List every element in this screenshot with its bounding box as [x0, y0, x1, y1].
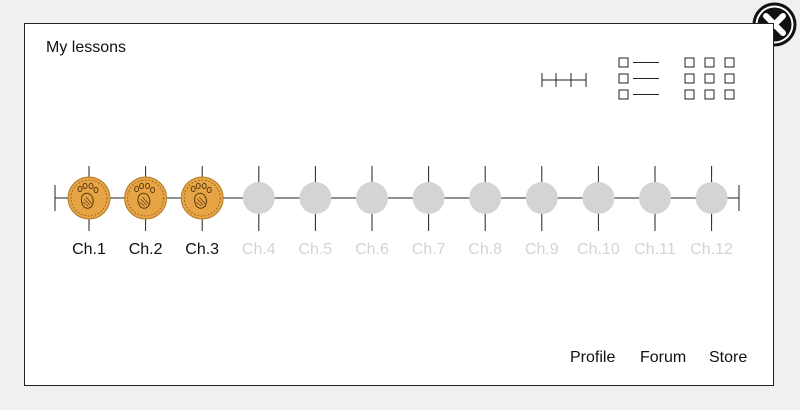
page-title: My lessons: [46, 39, 127, 56]
chapter-dot-locked: [469, 182, 502, 214]
paw-icon: [77, 182, 99, 209]
chapter-medal: [180, 176, 224, 220]
chapter-dot-locked: [356, 182, 388, 214]
chapter-medal: [124, 176, 168, 220]
chapter-dot-locked: [582, 182, 615, 214]
chapter-label-1[interactable]: Ch.1: [72, 241, 106, 258]
chapter-label-3[interactable]: Ch.3: [185, 241, 220, 258]
chapter-timeline: [54, 166, 740, 231]
chapter-label-10[interactable]: Ch.10: [577, 241, 620, 258]
chapter-node-6[interactable]: [356, 166, 388, 231]
chapter-medal: [67, 176, 111, 220]
chapter-node-3[interactable]: [180, 166, 224, 231]
chapter-label-2[interactable]: Ch.2: [128, 241, 163, 258]
chapter-label-9[interactable]: Ch.9: [524, 241, 559, 258]
chapter-node-4[interactable]: [242, 166, 275, 231]
chapter-dot-locked: [639, 182, 671, 214]
profile-link[interactable]: Profile: [570, 349, 616, 366]
chapter-node-12[interactable]: [695, 166, 728, 231]
paw-icon: [134, 182, 156, 209]
chapter-node-2[interactable]: [124, 166, 168, 231]
timeline-view-icon[interactable]: [540, 72, 588, 88]
chapter-label-11[interactable]: Ch.11: [634, 241, 676, 258]
chapter-label-8[interactable]: Ch.8: [468, 241, 503, 258]
chapter-dot-locked: [299, 182, 332, 214]
chapter-node-5[interactable]: [299, 166, 332, 231]
chapter-node-7[interactable]: [412, 166, 445, 231]
chapter-dot-locked: [412, 182, 445, 214]
forum-link[interactable]: Forum: [640, 349, 687, 366]
list-view-icon[interactable]: [617, 56, 661, 102]
medal-rim: [127, 179, 164, 217]
chapter-dot-locked: [525, 182, 558, 214]
chapter-label-4[interactable]: Ch.4: [241, 241, 276, 258]
chapter-node-8[interactable]: [469, 166, 502, 231]
chapter-node-10[interactable]: [582, 166, 615, 231]
medal-rim: [183, 179, 221, 217]
chapter-node-9[interactable]: [525, 166, 558, 231]
lessons-panel: My lessons: [24, 23, 774, 386]
medal-rim: [70, 179, 108, 217]
paw-icon: [190, 182, 212, 209]
chapter-label-7[interactable]: Ch.7: [411, 241, 446, 258]
chapter-label-6[interactable]: Ch.6: [355, 241, 389, 258]
grid-view-icon[interactable]: [683, 56, 739, 102]
store-link[interactable]: Store: [709, 349, 748, 366]
chapter-label-12[interactable]: Ch.12: [690, 241, 733, 258]
chapter-node-1[interactable]: [67, 166, 111, 231]
chapter-node-11[interactable]: [639, 166, 671, 231]
chapter-dot-locked: [242, 182, 275, 214]
chapter-dot-locked: [695, 182, 728, 214]
chapter-label-5[interactable]: Ch.5: [298, 241, 333, 258]
